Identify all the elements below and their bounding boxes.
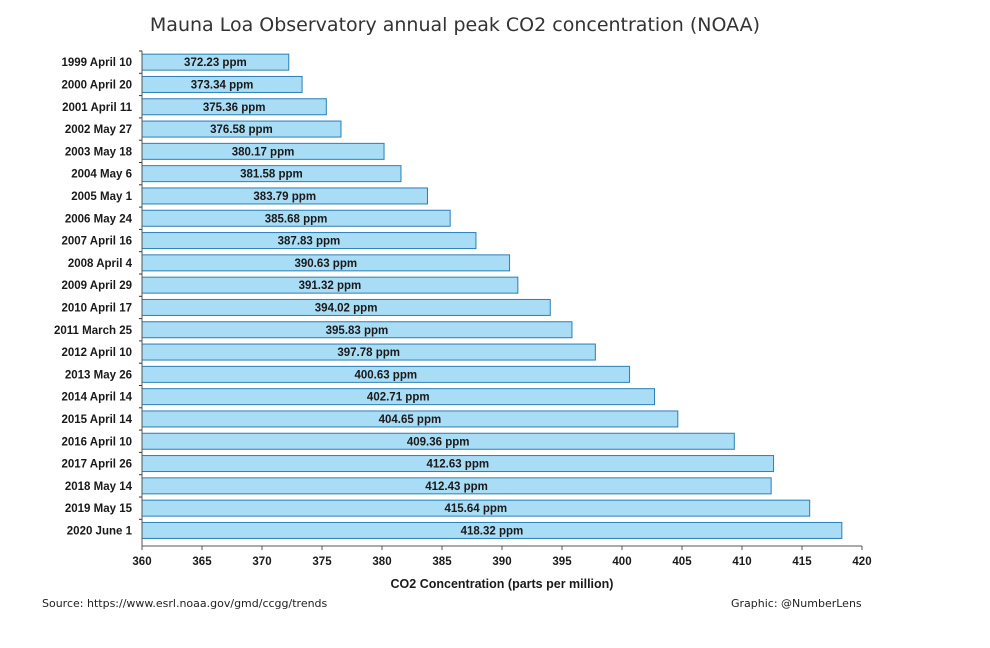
category-label: 2003 May 18	[65, 146, 133, 158]
category-label: 2018 May 14	[65, 481, 133, 493]
category-label: 2010 April 17	[61, 302, 132, 314]
category-label: 2020 June 1	[67, 525, 133, 537]
x-tick-label: 360	[132, 556, 151, 568]
category-label: 2017 April 26	[61, 459, 132, 471]
data-label: 376.58 ppm	[210, 124, 273, 136]
category-label: 2016 April 10	[61, 436, 132, 448]
data-label: 387.83 ppm	[278, 236, 341, 248]
category-label: 2004 May 6	[71, 169, 132, 181]
x-tick-label: 410	[732, 556, 751, 568]
x-tick-label: 390	[492, 556, 511, 568]
category-label: 2012 April 10	[61, 347, 132, 359]
data-label: 412.63 ppm	[426, 459, 489, 471]
data-label: 383.79 ppm	[253, 191, 316, 203]
x-tick-label: 375	[312, 556, 332, 568]
x-tick-label: 395	[552, 556, 572, 568]
source-note: Source: https://www.esrl.noaa.gov/gmd/cc…	[42, 597, 328, 610]
category-label: 2005 May 1	[71, 191, 132, 203]
category-label: 2013 May 26	[65, 369, 132, 381]
data-label: 385.68 ppm	[265, 213, 328, 225]
data-label: 373.34 ppm	[191, 79, 254, 91]
category-label: 2002 May 27	[65, 124, 132, 136]
chart-title: Mauna Loa Observatory annual peak CO2 co…	[149, 14, 761, 36]
category-label: 2009 April 29	[61, 280, 132, 292]
x-tick-label: 365	[192, 556, 212, 568]
category-label: 2019 May 15	[65, 503, 133, 515]
data-label: 394.02 ppm	[315, 302, 378, 314]
data-label: 400.63 ppm	[354, 369, 417, 381]
data-label: 390.63 ppm	[294, 258, 357, 270]
data-label: 372.23 ppm	[184, 57, 247, 69]
bars-layer: 1999 April 10 372.23 ppm 2000 April 20 373.…	[54, 53, 843, 539]
x-axis: 360 365 370 375 380 385 390 395 400 405 410 415 420	[132, 50, 872, 568]
x-tick-label: 420	[852, 556, 871, 568]
category-label: 2014 April 14	[61, 392, 132, 404]
data-label: 395.83 ppm	[326, 325, 389, 337]
category-label: 2000 April 20	[61, 79, 132, 91]
category-label: 2007 April 16	[61, 236, 132, 248]
category-label: 2001 April 11	[62, 102, 133, 114]
x-tick-label: 370	[252, 556, 271, 568]
category-label: 1999 April 10	[61, 57, 132, 69]
x-axis-title: CO2 Concentration (parts per million)	[391, 577, 614, 591]
category-label: 2006 May 24	[65, 213, 133, 225]
x-tick-label: 405	[672, 556, 692, 568]
data-label: 404.65 ppm	[379, 414, 442, 426]
data-label: 391.32 ppm	[299, 280, 362, 292]
data-label: 412.43 ppm	[425, 481, 488, 493]
category-label: 2011 March 25	[54, 325, 133, 337]
data-label: 415.64 ppm	[445, 503, 508, 515]
data-label: 397.78 ppm	[337, 347, 400, 359]
data-label: 380.17 ppm	[232, 146, 295, 158]
category-label: 2008 April 4	[68, 258, 133, 270]
data-label: 418.32 ppm	[461, 525, 524, 537]
data-label: 402.71 ppm	[367, 392, 430, 404]
data-label: 381.58 ppm	[240, 169, 303, 181]
graphic-credit: Graphic: @NumberLens	[731, 597, 862, 610]
x-tick-label: 385	[432, 556, 452, 568]
x-tick-label: 400	[612, 556, 631, 568]
x-tick-label: 380	[372, 556, 391, 568]
x-tick-label: 415	[792, 556, 812, 568]
data-label: 409.36 ppm	[407, 436, 470, 448]
category-label: 2015 April 14	[61, 414, 132, 426]
data-label: 375.36 ppm	[203, 102, 266, 114]
